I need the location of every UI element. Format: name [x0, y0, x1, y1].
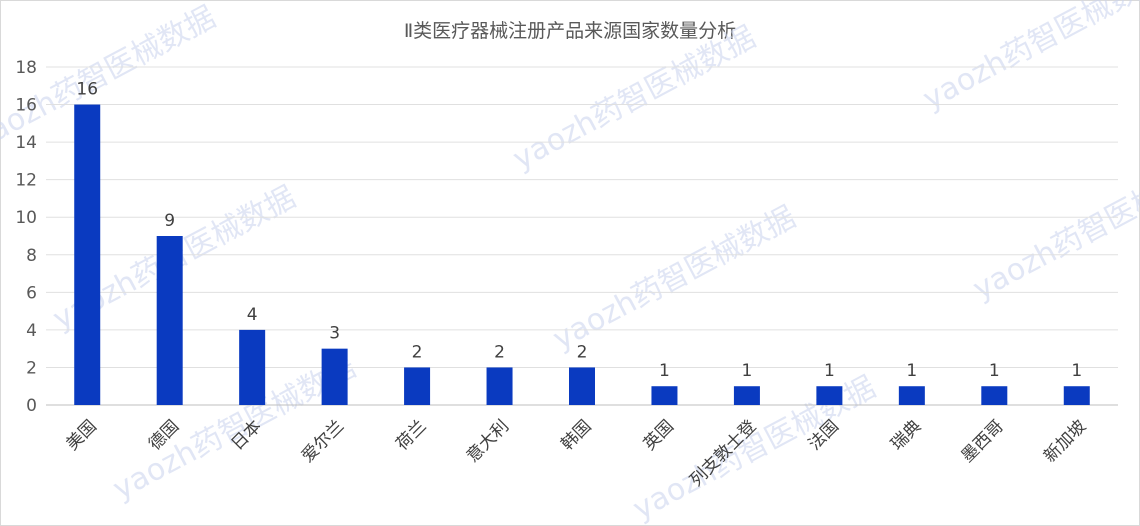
category-label: 新加坡 [1040, 416, 1090, 466]
y-tick-label: 10 [15, 208, 37, 228]
data-label: 9 [164, 211, 175, 231]
data-label: 1 [659, 361, 670, 381]
bar [816, 386, 843, 405]
category-label: 瑞典 [887, 416, 925, 454]
chart-title: Ⅱ类医疗器械注册产品来源国家数量分析 [403, 20, 737, 42]
bar [569, 367, 595, 405]
data-label: 16 [76, 80, 98, 100]
watermark-text: yaozh药智医械数据 [507, 20, 761, 177]
category-label: 爱尔兰 [298, 416, 348, 466]
watermark-text: yaozh药智医械数据 [967, 150, 1140, 307]
data-label: 2 [412, 342, 423, 362]
bar [651, 386, 678, 405]
bar [404, 367, 431, 405]
data-label: 3 [329, 324, 340, 344]
watermark-text: yaozh药智医械数据 [917, 0, 1140, 117]
data-label: 1 [906, 361, 917, 381]
bar [239, 329, 266, 405]
category-label: 美国 [63, 416, 101, 454]
category-label: 意大利 [463, 416, 513, 466]
bar [486, 367, 513, 405]
y-tick-label: 4 [26, 321, 37, 341]
y-tick-label: 6 [26, 283, 37, 303]
category-label: 墨西哥 [958, 416, 1008, 466]
bar [733, 386, 760, 405]
data-label: 2 [494, 342, 505, 362]
y-tick-label: 14 [15, 133, 37, 153]
bar [74, 104, 101, 406]
y-tick-label: 2 [26, 358, 37, 378]
watermark-text: yaozh药智医械数据 [547, 200, 801, 357]
data-label: 2 [577, 342, 588, 362]
data-label: 1 [824, 361, 835, 381]
category-label: 英国 [640, 416, 678, 454]
y-axis: 0 2 4 6 8 10 12 14 16 18 [15, 58, 37, 416]
bar [321, 348, 348, 405]
data-label: 1 [989, 361, 1000, 381]
y-tick-label: 0 [26, 396, 37, 416]
bars [74, 104, 1090, 406]
bar [156, 236, 183, 405]
bar [981, 386, 1008, 405]
bar [1063, 386, 1090, 405]
y-tick-label: 8 [26, 246, 37, 266]
y-tick-label: 18 [15, 58, 37, 78]
bar [898, 386, 925, 405]
y-tick-label: 16 [15, 96, 37, 116]
y-tick-label: 12 [15, 171, 37, 191]
data-label: 1 [1071, 361, 1082, 381]
data-label: 4 [247, 305, 258, 325]
data-labels: 16 9 4 3 2 2 2 1 1 1 1 1 1 [76, 80, 1082, 382]
category-label: 荷兰 [392, 416, 430, 454]
category-label: 韩国 [557, 416, 595, 454]
data-label: 1 [742, 361, 753, 381]
